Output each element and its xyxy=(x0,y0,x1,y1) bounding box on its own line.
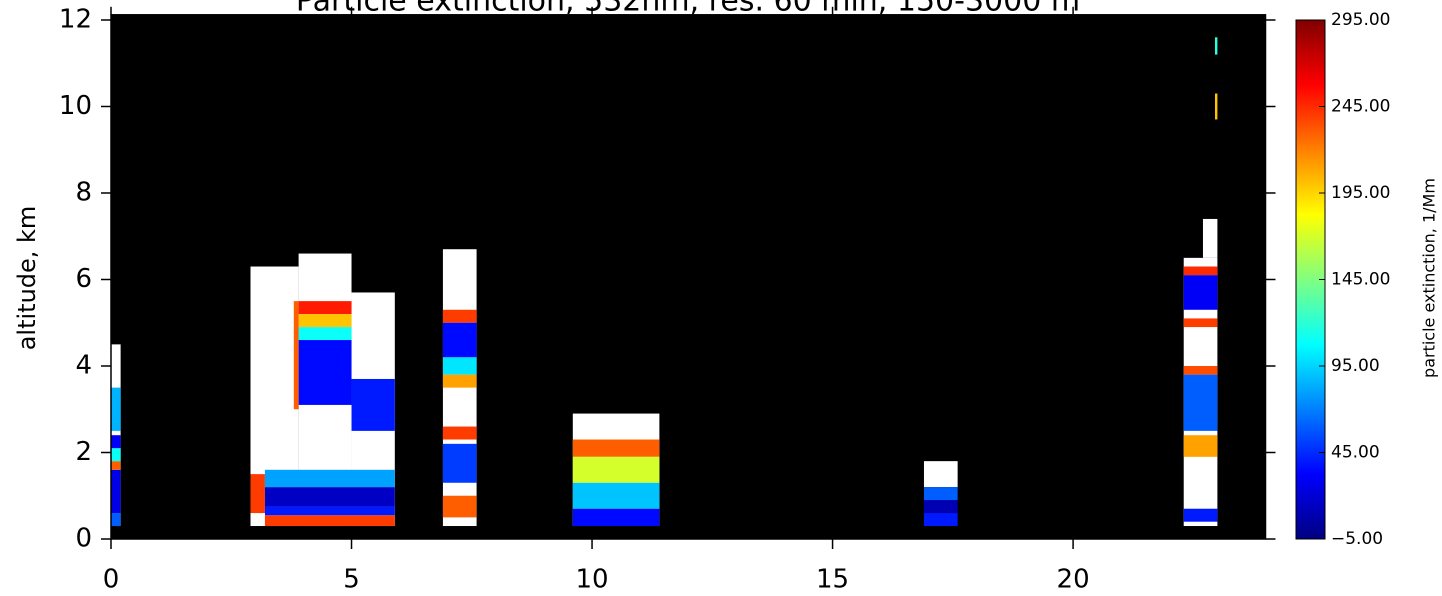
heat-cell xyxy=(1183,435,1218,457)
chart-title: Particle extinction, 532nm, res. 60 min,… xyxy=(296,0,1080,19)
heat-cell xyxy=(442,357,477,375)
y-tick-label: 8 xyxy=(75,177,92,207)
cloud xyxy=(1202,218,1218,258)
x-tick-label: 10 xyxy=(575,565,608,595)
heat-cell xyxy=(298,314,352,328)
y-tick-label: 6 xyxy=(75,264,92,294)
heat-cell xyxy=(264,487,395,507)
heat-cell xyxy=(1183,374,1218,431)
colorbar-tick-label: 295.00 xyxy=(1331,10,1390,30)
heat-cell xyxy=(111,469,121,514)
heat-cell xyxy=(923,487,958,501)
heat-cell xyxy=(442,495,477,518)
plot-frame xyxy=(110,14,1267,540)
heat-cell xyxy=(264,469,395,488)
heat-cell xyxy=(442,322,477,358)
heat-cell xyxy=(923,500,958,514)
heat-cell xyxy=(1183,318,1218,328)
heat-cell xyxy=(572,508,660,527)
colorbar-tick-label: 245.00 xyxy=(1331,97,1390,117)
heat-cell xyxy=(442,426,477,440)
heat-cell xyxy=(572,456,660,483)
heat-cell xyxy=(264,506,395,516)
y-tick-label: 4 xyxy=(75,350,92,380)
x-tick-label: 0 xyxy=(103,565,120,595)
heat-cell xyxy=(1183,508,1218,522)
y-axis-label: altitude, km xyxy=(13,206,41,351)
colorbar-label: particle extinction, 1/Mm xyxy=(1420,178,1439,378)
heat-cell xyxy=(298,327,352,341)
heat-cell xyxy=(1183,275,1218,310)
heat-cell xyxy=(298,301,352,315)
heat-cell xyxy=(572,439,660,457)
heat-cell xyxy=(442,309,477,323)
x-tick-label: 20 xyxy=(1057,565,1090,595)
heat-cell xyxy=(1183,266,1218,276)
heat-cell xyxy=(351,378,395,431)
colorbar-tick-label: 45.00 xyxy=(1331,443,1380,463)
heat-cell xyxy=(572,482,660,509)
heat-cell xyxy=(293,301,299,410)
cloud xyxy=(923,461,958,488)
heat-cell xyxy=(111,448,121,462)
x-tick-label: 15 xyxy=(816,565,849,595)
heat-cell xyxy=(1183,365,1218,375)
heat-cell xyxy=(111,513,121,527)
y-tick-label: 12 xyxy=(59,4,92,34)
colorbar-tick-label: 95.00 xyxy=(1331,356,1380,376)
colorbar-tick-label: 195.00 xyxy=(1331,183,1390,203)
y-tick-label: 2 xyxy=(75,437,92,467)
heat-cell xyxy=(264,515,395,527)
heat-cell xyxy=(1214,93,1218,120)
heat-cell xyxy=(111,461,121,470)
heat-cell xyxy=(923,513,958,527)
heat-cell xyxy=(250,474,265,514)
heat-cell xyxy=(442,374,477,388)
heat-cell xyxy=(111,387,121,431)
colorbar-tick-label: −5.00 xyxy=(1331,529,1383,549)
y-tick-label: 0 xyxy=(75,524,92,554)
heat-cell xyxy=(442,443,477,483)
x-tick-label: 5 xyxy=(343,565,360,595)
heat-cell xyxy=(111,435,121,449)
y-tick-label: 10 xyxy=(59,91,92,121)
colorbar-tick-label: 145.00 xyxy=(1331,270,1390,290)
heat-cell xyxy=(1214,37,1218,55)
heat-cell xyxy=(298,340,352,405)
